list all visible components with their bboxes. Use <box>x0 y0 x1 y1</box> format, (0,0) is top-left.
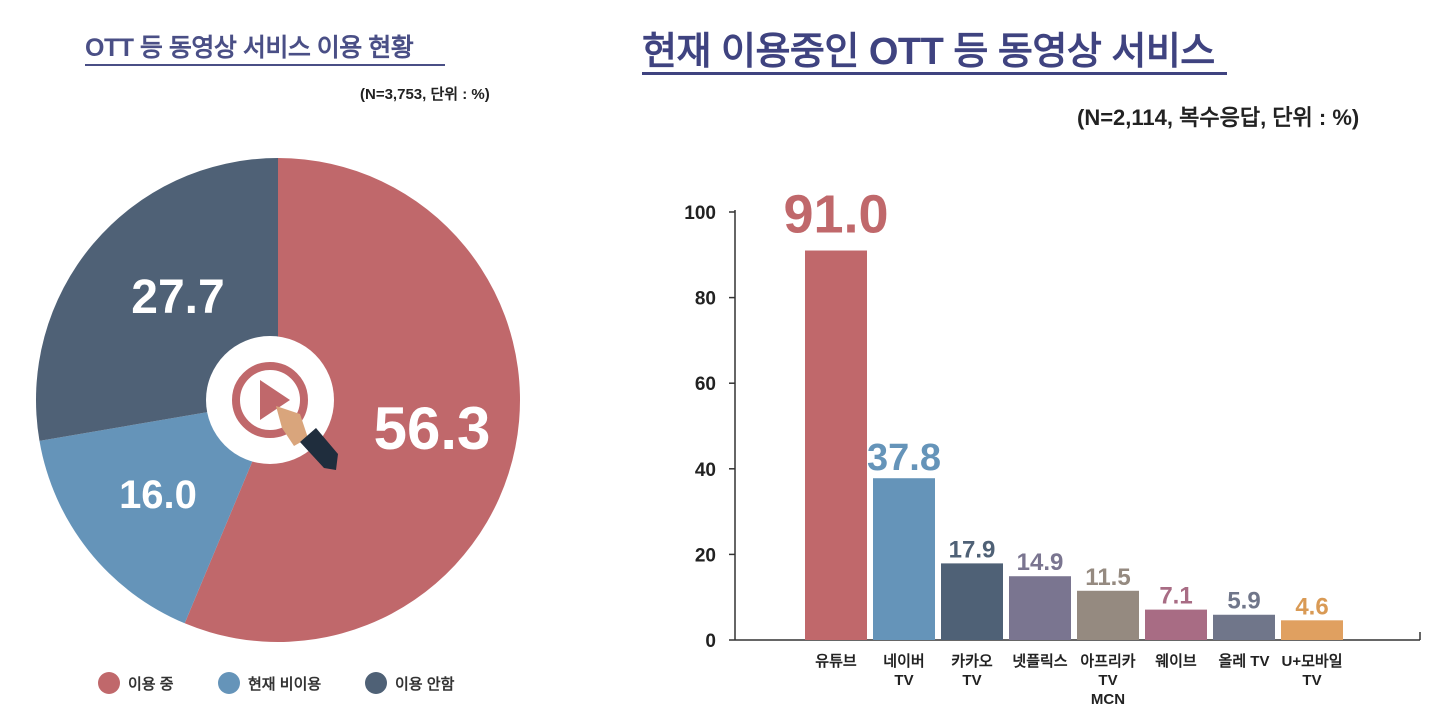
sleeve-icon <box>300 428 338 470</box>
pie-subtitle: (N=3,753, 단위 : %) <box>360 86 490 103</box>
bar-value-label: 37.8 <box>867 437 941 479</box>
play-icon <box>260 380 290 420</box>
bar <box>941 563 1003 640</box>
legend-swatch <box>218 672 240 694</box>
pie-slice <box>184 158 521 642</box>
bar-value-label: 17.9 <box>949 536 996 563</box>
bar-title-underline <box>642 72 1227 75</box>
y-tick-label: 80 <box>695 289 716 310</box>
legend-label: 이용 중 <box>128 675 174 693</box>
bar-title: 현재 이용중인 OTT 등 동영상 서비스 <box>642 31 1215 73</box>
x-tick-label: TV <box>1098 672 1117 689</box>
y-tick-label: 0 <box>705 631 716 652</box>
bar-value-label: 14.9 <box>1017 549 1064 576</box>
x-tick-label: TV <box>894 672 913 689</box>
pie-value-label: 16.0 <box>119 473 197 517</box>
x-tick-label: 웨이브 <box>1155 652 1197 670</box>
x-tick-label: 넷플릭스 <box>1012 652 1067 670</box>
bar <box>873 478 935 640</box>
y-tick-label: 40 <box>695 460 716 481</box>
bar-value-label: 7.1 <box>1159 583 1192 610</box>
bar <box>1145 609 1207 640</box>
pie-title-underline <box>85 64 445 66</box>
play-icon-ring <box>232 362 308 438</box>
bar-value-label: 5.9 <box>1227 588 1260 615</box>
x-tick-label: TV <box>1302 672 1321 689</box>
hand-icon <box>276 406 308 446</box>
bar <box>805 250 867 640</box>
bar <box>1213 614 1275 640</box>
legend-item: 이용 중 <box>98 672 174 694</box>
y-tick-label: 60 <box>695 374 716 395</box>
legend-item: 현재 비이용 <box>218 672 321 694</box>
x-tick-label: U+모바일 <box>1282 652 1343 670</box>
bar-value-label: 91.0 <box>783 185 888 245</box>
x-tick-label: 아프리카 <box>1080 653 1135 670</box>
x-tick-label: MCN <box>1091 691 1125 708</box>
pie-title: OTT 등 동영상 서비스 이용 현황 <box>85 34 414 62</box>
bar-subtitle: (N=2,114, 복수응답, 단위 : %) <box>1077 105 1360 130</box>
x-tick-label: 올레 TV <box>1219 653 1270 670</box>
x-tick-label: TV <box>962 672 981 689</box>
bar <box>1077 590 1139 640</box>
legend-label: 현재 비이용 <box>248 675 322 693</box>
x-tick-label: 유튜브 <box>815 653 857 670</box>
pie-value-label: 27.7 <box>131 271 224 324</box>
y-tick-label: 100 <box>684 203 716 224</box>
pie-slice <box>39 400 279 624</box>
legend-item: 이용 안함 <box>365 672 454 694</box>
legend-swatch <box>365 672 387 694</box>
pie-value-label: 56.3 <box>374 395 491 462</box>
legend-swatch <box>98 672 120 694</box>
bar <box>1009 576 1071 640</box>
bar-value-label: 4.6 <box>1295 593 1328 620</box>
bar <box>1281 620 1343 640</box>
x-tick-label: 카카오 <box>951 653 993 670</box>
x-tick-label: 네이버 <box>883 653 924 670</box>
y-tick-label: 20 <box>695 545 716 566</box>
bar-value-label: 11.5 <box>1085 564 1130 591</box>
legend-label: 이용 안함 <box>395 675 455 693</box>
